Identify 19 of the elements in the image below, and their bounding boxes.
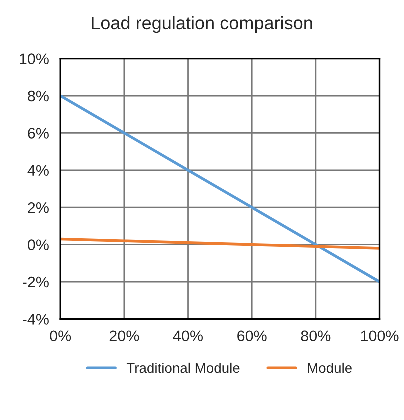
y-tick-label: 8% — [28, 90, 49, 102]
line-series — [60, 238, 380, 250]
x-tick-label: 0% — [50, 330, 72, 342]
x-tick-label: 80% — [301, 330, 331, 342]
legend-label: Module — [308, 362, 352, 374]
x-tick-label: 100% — [361, 330, 399, 342]
legend-label: Traditional Module — [126, 362, 240, 374]
y-tick-label: 2% — [28, 202, 49, 214]
y-tick-label: 0% — [28, 240, 49, 250]
y-tick-label: 6% — [28, 128, 49, 139]
y-tick-label: -2% — [23, 276, 49, 288]
x-tick-label: 60% — [238, 330, 267, 342]
y-tick-label: -4% — [23, 314, 49, 325]
chart-title: Load regulation comparison — [92, 16, 312, 34]
x-tick-label: 20% — [110, 330, 140, 342]
line-series — [60, 94, 380, 284]
y-tick-label: 10% — [20, 54, 49, 64]
x-tick-label: 40% — [173, 330, 204, 342]
y-tick-label: 4% — [28, 165, 49, 176]
